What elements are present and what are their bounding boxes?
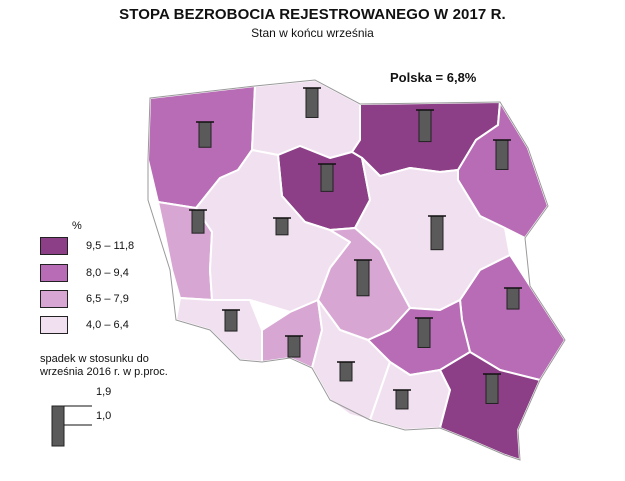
country-outline	[147, 79, 566, 461]
decline-bar-podkarpackie	[485, 373, 499, 404]
decline-bar-opolskie	[287, 335, 301, 358]
decline-caption: spadek w stosunku do września 2016 r. w …	[40, 353, 168, 379]
decline-bar-swietokrzyskie	[417, 317, 431, 348]
legend-class-1: 9,5 – 11,8	[40, 237, 134, 255]
region-opolskie	[261, 299, 323, 369]
legend-class-4: 4,0 – 6,4	[40, 316, 129, 334]
decline-caption-line-2: września 2016 r. w p.proc.	[40, 366, 168, 378]
decline-caption-line-1: spadek w stosunku do	[40, 353, 149, 365]
scale-label-low: 1,0	[96, 410, 112, 422]
legend-label-4: 4,0 – 6,4	[86, 319, 129, 331]
decline-bar-warminsko-mazurskie	[418, 109, 432, 143]
decline-bar-pomorskie	[305, 87, 319, 118]
legend-swatch-2	[40, 264, 68, 282]
decline-bar-podlaskie	[495, 139, 509, 170]
legend-unit: %	[72, 220, 82, 232]
map-subtitle: Stan w końcu września	[251, 26, 374, 40]
decline-bars	[189, 87, 522, 410]
decline-bar-kujawsko-pomorskie	[320, 163, 334, 192]
decline-bar-lodzkie	[356, 259, 370, 297]
legend-scale-bar	[51, 405, 65, 447]
legend-swatch-1	[40, 237, 68, 255]
legend-label-2: 8,0 – 9,4	[86, 267, 129, 279]
region-slaskie	[311, 299, 391, 421]
poland-total-label: Polska = 6,8%	[390, 70, 477, 85]
region-dolnoslaskie	[175, 297, 263, 363]
legend-scale-bars	[51, 405, 92, 447]
legend-swatch-4	[40, 316, 68, 334]
legend-swatch-3	[40, 290, 68, 308]
decline-bar-dolnoslaskie	[224, 309, 238, 332]
legend-class-3: 6,5 – 7,9	[40, 290, 129, 308]
map-title: STOPA BEZROBOCIA REJESTROWANEGO W 2017 R…	[119, 6, 506, 23]
decline-bar-lubelskie	[506, 287, 520, 310]
decline-bar-zachodniopomorskie	[198, 121, 212, 148]
legend-label-3: 6,5 – 7,9	[86, 293, 129, 305]
scale-label-high: 1,9	[96, 386, 112, 398]
decline-bar-mazowieckie	[430, 215, 444, 251]
decline-bar-wielkopolskie	[275, 217, 289, 236]
legend-class-2: 8,0 – 9,4	[40, 264, 129, 282]
decline-bar-slaskie	[339, 361, 353, 382]
legend-label-1: 9,5 – 11,8	[86, 240, 135, 252]
decline-bar-malopolskie	[395, 389, 409, 410]
decline-bar-lubuskie	[191, 209, 205, 234]
